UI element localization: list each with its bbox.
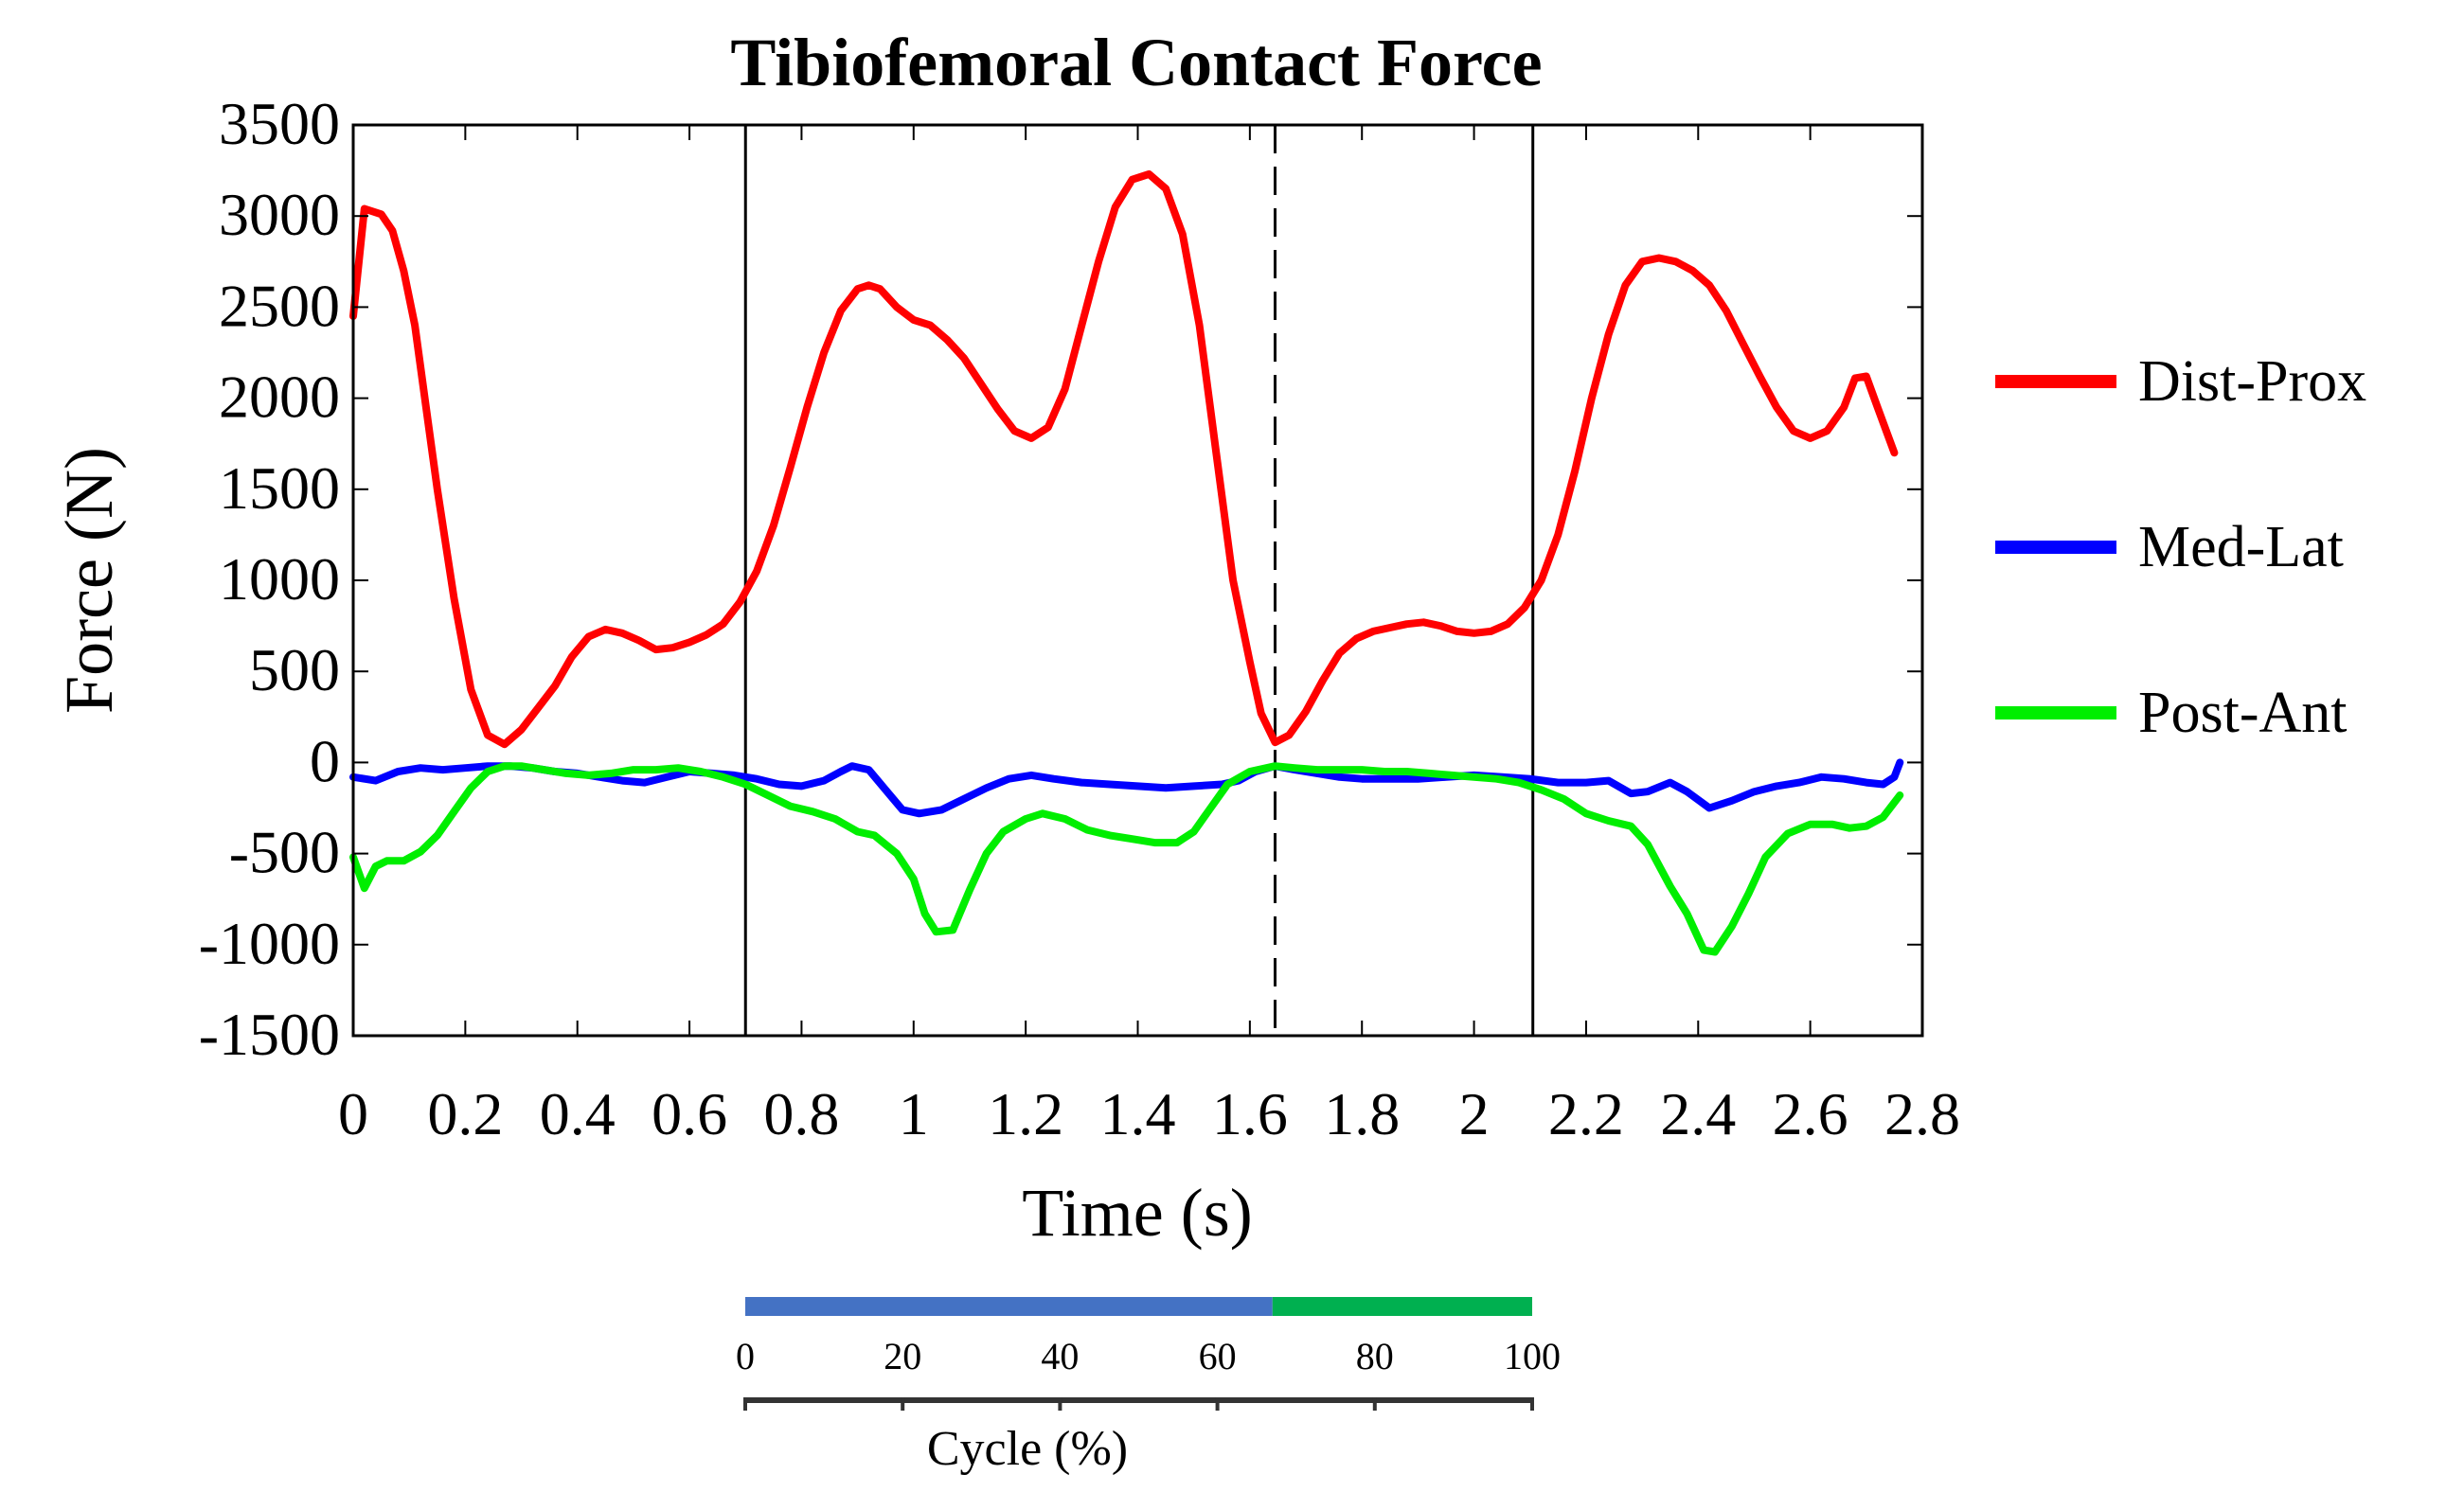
phase-divider-lines [743,125,1535,1036]
x-tick-label: 0.2 [427,1080,503,1147]
cycle-phase-bar [745,1297,1532,1316]
y-axis: -1500 -1000 -500 0 500 1000 1500 2000 2500 3000 35… [199,90,1922,1068]
x-tick-label: 2.4 [1660,1080,1736,1147]
x-axis-label: Time (s) [1022,1175,1252,1251]
x-tick-label: 1.8 [1324,1080,1400,1147]
cycle-axis: 0 20 40 60 80 100 Cycle (%) [736,1297,1561,1476]
x-tick-label: 2.2 [1548,1080,1624,1147]
chart-title: Tibiofemoral Contact Force [730,25,1542,100]
cycle-tick-label: 20 [884,1335,921,1377]
x-tick-label: 2.6 [1773,1080,1848,1147]
legend-label-dist-prox: Dist-Prox [2138,349,2366,414]
x-axis: 0 0.2 0.4 0.6 0.8 1 1.2 1.4 1.6 1.8 2 2.2 2.4 2.6 2.8 [338,125,1960,1147]
cycle-ticks: 0 20 40 60 80 100 [736,1335,1561,1411]
legend-label-post-ant: Post-Ant [2138,681,2347,745]
cycle-tick-label: 100 [1504,1335,1561,1377]
y-tick-label: 1500 [219,454,340,522]
cycle-tick-label: 0 [736,1335,755,1377]
y-tick-label: 3000 [219,181,340,248]
y-tick-label: -1000 [199,910,340,977]
series-line-dist-prox [349,169,1899,749]
series-line-med-lat [349,758,1904,818]
y-tick-label: 2000 [219,364,340,431]
x-tick-label: 1.4 [1100,1080,1176,1147]
series-line-post-ant [349,762,1904,956]
x-tick-label: 0.4 [540,1080,616,1147]
x-tick-label: 1.2 [988,1080,1063,1147]
y-tick-label: 1000 [219,545,340,613]
cycle-phase-1 [745,1297,1273,1316]
x-tick-label: 2 [1459,1080,1490,1147]
cycle-tick-label: 60 [1199,1335,1237,1377]
y-tick-label: 2500 [219,272,340,339]
x-tick-label: 1 [899,1080,929,1147]
cycle-tick-label: 80 [1356,1335,1394,1377]
y-tick-label: -1500 [199,1001,340,1068]
x-tick-label: 0.8 [763,1080,839,1147]
y-axis-label: Force (N) [51,447,127,714]
y-tick-label: 3500 [219,90,340,157]
y-tick-label: 500 [249,636,340,703]
series-layer [349,169,1904,956]
legend-label-med-lat: Med-Lat [2138,515,2344,579]
cycle-tick-label: 40 [1041,1335,1079,1377]
plot-frame [351,123,1924,1038]
x-tick-label: 0.6 [652,1080,727,1147]
y-tick-label: -500 [229,819,340,886]
y-tick-label: 0 [310,727,340,794]
x-tick-label: 1.6 [1212,1080,1288,1147]
x-tick-label: 0 [338,1080,368,1147]
legend: Dist-Prox Med-Lat Post-Ant [1995,349,2366,745]
cycle-phase-2 [1272,1297,1532,1316]
cycle-axis-label: Cycle (%) [927,1422,1128,1476]
x-tick-label: 2.8 [1884,1080,1960,1147]
